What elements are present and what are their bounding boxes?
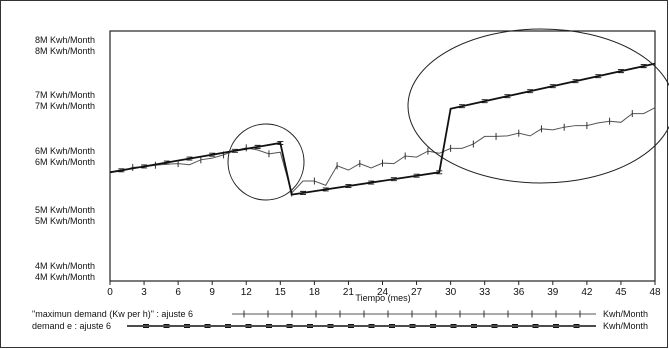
series-2-point-7 xyxy=(277,141,284,145)
legend-2-marker-16 xyxy=(471,324,477,328)
legend-2-marker-20 xyxy=(553,324,559,328)
legend-2-marker-21 xyxy=(573,324,580,328)
x-tick-label-12: 36 xyxy=(513,287,525,298)
y-label-bottom-1: 4M Kwh/Month xyxy=(35,261,95,271)
x-tick-label-4: 12 xyxy=(241,287,253,298)
legend-2-marker-19 xyxy=(532,324,539,328)
series-2-line xyxy=(109,62,656,196)
series-2-point-22 xyxy=(617,69,624,74)
x-tick-label-2: 6 xyxy=(175,287,181,298)
x-tick-label-10: 30 xyxy=(445,287,457,298)
series-2-point-23 xyxy=(640,64,647,69)
x-tick-label-9: 27 xyxy=(411,287,423,298)
y-label-middle-1: 6M Kwh/Month xyxy=(35,146,95,156)
legend-2-marker-4 xyxy=(225,324,231,328)
series-2-point-17 xyxy=(504,94,511,99)
series-2-point-0 xyxy=(118,168,125,173)
legend-2-marker-5 xyxy=(245,324,252,328)
legend-2-marker-13 xyxy=(409,324,416,328)
x-tick-label-16: 48 xyxy=(649,287,661,298)
x-tick-label-5: 15 xyxy=(275,287,287,298)
series-2-point-18 xyxy=(527,89,534,94)
series-2-point-4 xyxy=(209,152,216,157)
series-2-point-21 xyxy=(595,74,602,79)
legend-2-marker-15 xyxy=(450,324,457,328)
series-2-point-5 xyxy=(231,148,238,153)
annotation-ellipse xyxy=(407,28,669,184)
annotation-circle xyxy=(227,123,305,201)
y-label-upper-1: 7M Kwh/Month xyxy=(35,90,95,100)
x-tick-label-3: 9 xyxy=(209,287,215,298)
series-2-point-15 xyxy=(458,104,465,109)
legend-2-marker-10 xyxy=(348,324,354,328)
legend-2-marker-18 xyxy=(512,324,518,328)
legend-label-2: demand e : ajuste 6 xyxy=(32,321,111,331)
x-axis-label: Tiempo (mes) xyxy=(355,293,410,303)
x-tick-label-8: 24 xyxy=(377,287,389,298)
legend-2-marker-9 xyxy=(327,324,334,328)
plot-area xyxy=(109,30,656,282)
legend: "maximun demand (Kw per h)" : ajuste 6 K… xyxy=(32,309,648,331)
legend-unit-2: Kwh/Month xyxy=(603,321,648,331)
series-2-point-8 xyxy=(300,190,307,195)
series-2-point-3 xyxy=(186,156,193,161)
legend-2-marker-17 xyxy=(491,324,498,328)
series-2-point-13 xyxy=(413,173,420,178)
legend-2-marker-2 xyxy=(184,324,190,328)
legend-2-marker-3 xyxy=(204,324,211,328)
series-2-point-6 xyxy=(254,144,261,149)
legend-2-marker-1 xyxy=(163,324,170,328)
x-tick-label-7: 21 xyxy=(343,287,355,298)
y-label-top-1: 8M Kwh/Month xyxy=(35,35,95,45)
x-tick-label-1: 3 xyxy=(141,287,147,298)
x-axis-ticks: 0 3 6 9 12 15 18 21 24 27 30 33 36 39 42 45 48 xyxy=(107,281,661,298)
y-label-lower-1: 5M Kwh/Month xyxy=(35,205,95,215)
series-2-point-9 xyxy=(322,187,329,192)
series-2-point-16 xyxy=(481,99,488,104)
legend-2-marker-8 xyxy=(307,324,313,328)
series-2-point-14 xyxy=(436,170,443,175)
legend-markers-1 xyxy=(243,310,581,318)
series-2-point-10 xyxy=(345,184,352,188)
legend-2-marker-14 xyxy=(430,324,436,328)
series-2-point-2 xyxy=(163,160,170,165)
x-tick-label-14: 42 xyxy=(581,287,593,298)
y-label-bottom-2: 4M Kwh/Month xyxy=(35,272,95,282)
series-2-point-1 xyxy=(141,164,148,169)
x-tick-label-11: 33 xyxy=(479,287,491,298)
y-label-upper-2: 7M Kwh/Month xyxy=(35,101,95,111)
y-label-top-2: 8M Kwh/Month xyxy=(35,46,95,56)
series-layer xyxy=(109,62,656,197)
y-axis-labels: 8M Kwh/Month 8M Kwh/Month 7M Kwh/Month 7… xyxy=(35,35,95,282)
x-tick-label-13: 39 xyxy=(547,287,559,298)
x-tick-label-15: 45 xyxy=(615,287,627,298)
legend-2-marker-12 xyxy=(389,324,395,328)
y-label-middle-2: 6M Kwh/Month xyxy=(35,157,95,167)
legend-label-1: "maximun demand (Kw per h)" : ajuste 6 xyxy=(32,309,193,319)
legend-unit-1: Kwh/Month xyxy=(603,309,648,319)
series-2-point-11 xyxy=(368,180,375,185)
legend-2-marker-0 xyxy=(143,324,149,328)
y-label-lower-2: 5M Kwh/Month xyxy=(35,216,95,226)
series-2-point-19 xyxy=(549,84,556,89)
legend-2-marker-11 xyxy=(368,324,375,328)
x-tick-label-6: 18 xyxy=(309,287,321,298)
annotations xyxy=(227,28,669,201)
series-2-point-20 xyxy=(572,79,579,84)
series-2-point-12 xyxy=(390,177,397,182)
legend-markers-2 xyxy=(143,324,580,328)
x-tick-label-0: 0 xyxy=(107,287,113,298)
legend-2-marker-7 xyxy=(286,324,293,328)
legend-2-marker-6 xyxy=(266,324,272,328)
